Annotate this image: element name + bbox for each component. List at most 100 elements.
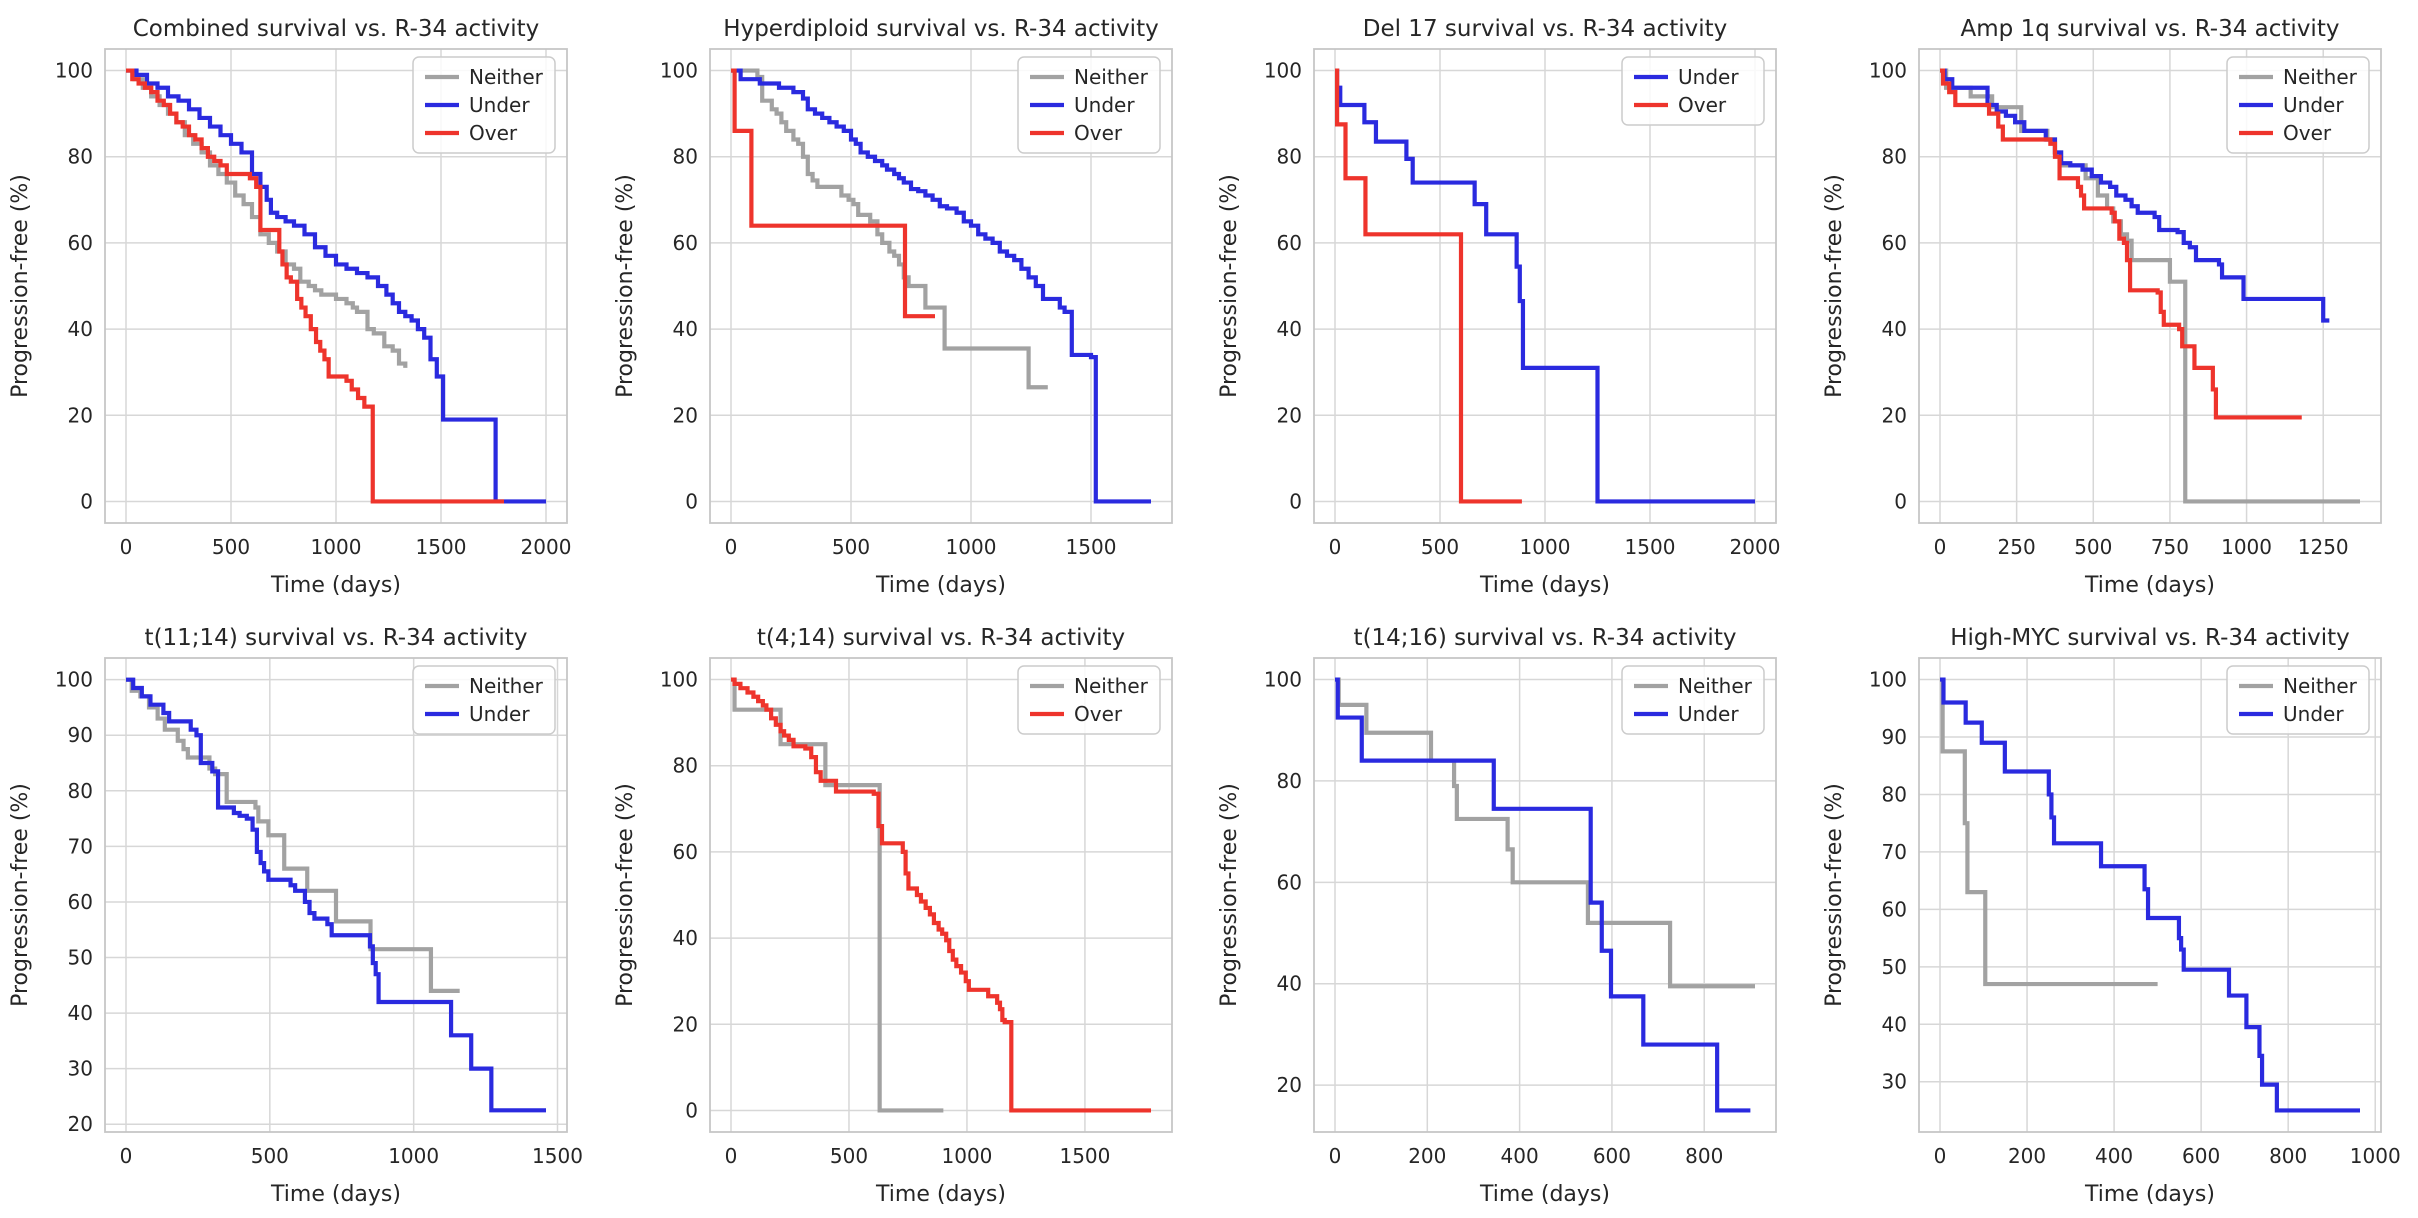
legend-label-under: Under	[2283, 702, 2344, 726]
y-tick-label: 40	[1277, 972, 1302, 996]
subplot-amp1q: 0 250 500 750 1000 1250 0 20 40 60 80 100 Time (days…	[1814, 0, 2418, 609]
x-tick-label: 500	[829, 1144, 867, 1168]
y-tick-label: 60	[672, 231, 697, 255]
subplot-t4-14: 0 500 1000 1500 0 20 40 60 80 100 Time (days) Progr…	[605, 609, 1210, 1218]
legend-label-neither: Neither	[2283, 674, 2358, 698]
legend-box	[1621, 665, 1765, 735]
y-tick-label: 20	[1881, 403, 1906, 427]
axes-spines	[1917, 657, 2382, 1133]
legend-label-under: Under	[2283, 93, 2344, 117]
y-tick-label: 40	[1881, 317, 1906, 341]
x-tick-label: 0	[1933, 1144, 1946, 1168]
x-tick-label: 600	[1593, 1144, 1631, 1168]
legend-label-neither: Neither	[2283, 65, 2358, 89]
y-tick-label: 70	[68, 834, 93, 858]
axes-spines	[708, 48, 1173, 524]
y-tick-label: 50	[1881, 955, 1906, 979]
km-curve-under	[126, 677, 546, 1113]
y-tick-label: 80	[1277, 145, 1302, 169]
y-tick-label: 100	[1264, 59, 1302, 83]
x-axis-label: Time (days)	[1479, 573, 1610, 598]
km-chart-t11-14: 0 500 1000 1500 20 30 40 50 60 70 80 90 100 Time (day…	[8, 625, 583, 1207]
y-tick-label: 20	[68, 403, 93, 427]
legend-label-under: Under	[469, 702, 530, 726]
legend-label-under: Under	[1678, 702, 1739, 726]
km-curve-over	[1939, 68, 2302, 420]
y-axis-label: Progression-free (%)	[1822, 783, 1847, 1007]
y-tick-label: 20	[672, 403, 697, 427]
legend-label-under: Under	[469, 93, 530, 117]
axes-spines	[708, 657, 1173, 1133]
y-tick-label: 80	[68, 779, 93, 803]
legend-label-neither: Neither	[469, 674, 544, 698]
x-tick-label: 500	[251, 1144, 289, 1168]
legend: Neither Under	[2225, 665, 2370, 735]
km-curve-over	[126, 68, 504, 504]
series-curves	[1335, 677, 1755, 1113]
y-tick-label: 100	[55, 59, 93, 83]
x-tick-label: 1250	[2297, 535, 2348, 559]
tick-labels: 0 500 1000 1500 2000 0 20 40 60 80 100	[1264, 59, 1781, 559]
km-chart-del17: 0 500 1000 1500 2000 0 20 40 60 80 100 Time (days) P…	[1217, 16, 1781, 598]
y-tick-label: 90	[1881, 725, 1906, 749]
y-tick-label: 20	[1277, 403, 1302, 427]
y-tick-label: 60	[1277, 231, 1302, 255]
axes-spines	[1313, 657, 1777, 1133]
x-tick-label: 1500	[1065, 535, 1116, 559]
legend-label-over: Over	[1074, 702, 1123, 726]
x-tick-label: 1500	[532, 1144, 583, 1168]
tick-labels: 0 500 1000 1500 2000 0 20 40 60 80 100	[55, 59, 572, 559]
legend-label-over: Over	[2283, 121, 2332, 145]
y-axis-label: Progression-free (%)	[1217, 783, 1242, 1007]
x-tick-label: 500	[212, 535, 250, 559]
subplot-combined: 0 500 1000 1500 2000 0 20 40 60 80 100 Time (days) P…	[0, 0, 605, 609]
x-tick-label: 1000	[311, 535, 362, 559]
x-tick-label: 750	[2150, 535, 2188, 559]
x-tick-label: 250	[1997, 535, 2035, 559]
x-tick-label: 500	[2074, 535, 2112, 559]
x-axis-label: Time (days)	[270, 1182, 401, 1207]
km-curve-neither	[126, 677, 460, 993]
y-tick-label: 0	[1894, 489, 1907, 513]
series-curves	[126, 68, 546, 504]
legend-label-neither: Neither	[469, 65, 544, 89]
km-curve-over	[730, 677, 1151, 1113]
legend-label-neither: Neither	[1074, 65, 1149, 89]
series-curves	[730, 68, 1151, 504]
km-chart-high-myc: 0 200 400 600 800 1000 30 40 50 60 70 80 90 100 Time (…	[1822, 625, 2401, 1207]
y-tick-label: 0	[685, 489, 698, 513]
y-tick-label: 40	[1881, 1012, 1906, 1036]
legend: Neither Under	[1621, 665, 1765, 735]
y-tick-label: 80	[68, 145, 93, 169]
x-tick-label: 1000	[1520, 535, 1571, 559]
x-tick-label: 1500	[1625, 535, 1676, 559]
x-axis-label: Time (days)	[1479, 1182, 1610, 1207]
subplot-title: Combined survival vs. R-34 activity	[133, 16, 540, 42]
subplot-title: High-MYC survival vs. R-34 activity	[1950, 625, 2350, 651]
subplot-hyperdiploid: 0 500 1000 1500 0 20 40 60 80 100 Time (days) Progr…	[605, 0, 1210, 609]
y-tick-label: 40	[68, 317, 93, 341]
x-tick-label: 1000	[941, 1144, 992, 1168]
legend-label-over: Over	[469, 121, 518, 145]
x-tick-label: 0	[724, 1144, 737, 1168]
km-curve-over	[1335, 68, 1522, 504]
series-curves	[1939, 68, 2360, 504]
y-tick-label: 70	[1881, 840, 1906, 864]
y-tick-label: 40	[672, 926, 697, 950]
legend: Under Over	[1621, 56, 1765, 126]
y-tick-label: 20	[1277, 1073, 1302, 1097]
tick-labels: 0 200 400 600 800 1000 30 40 50 60 70 80 90 100	[1868, 668, 2400, 1168]
km-curve-under	[1335, 68, 1755, 504]
legend-label-under: Under	[1074, 93, 1135, 117]
legend: Neither Under	[412, 665, 556, 735]
legend-box	[412, 56, 556, 154]
x-tick-label: 1500	[1059, 1144, 1110, 1168]
y-axis-label: Progression-free (%)	[1217, 174, 1242, 398]
y-tick-label: 60	[1881, 897, 1906, 921]
axes-spines	[1917, 48, 2382, 524]
subplot-title: Hyperdiploid survival vs. R-34 activity	[723, 16, 1158, 42]
km-curve-neither	[730, 68, 1048, 390]
km-chart-amp1q: 0 250 500 750 1000 1250 0 20 40 60 80 100 Time (days…	[1822, 16, 2382, 598]
legend-box	[412, 665, 556, 735]
x-tick-label: 500	[831, 535, 869, 559]
